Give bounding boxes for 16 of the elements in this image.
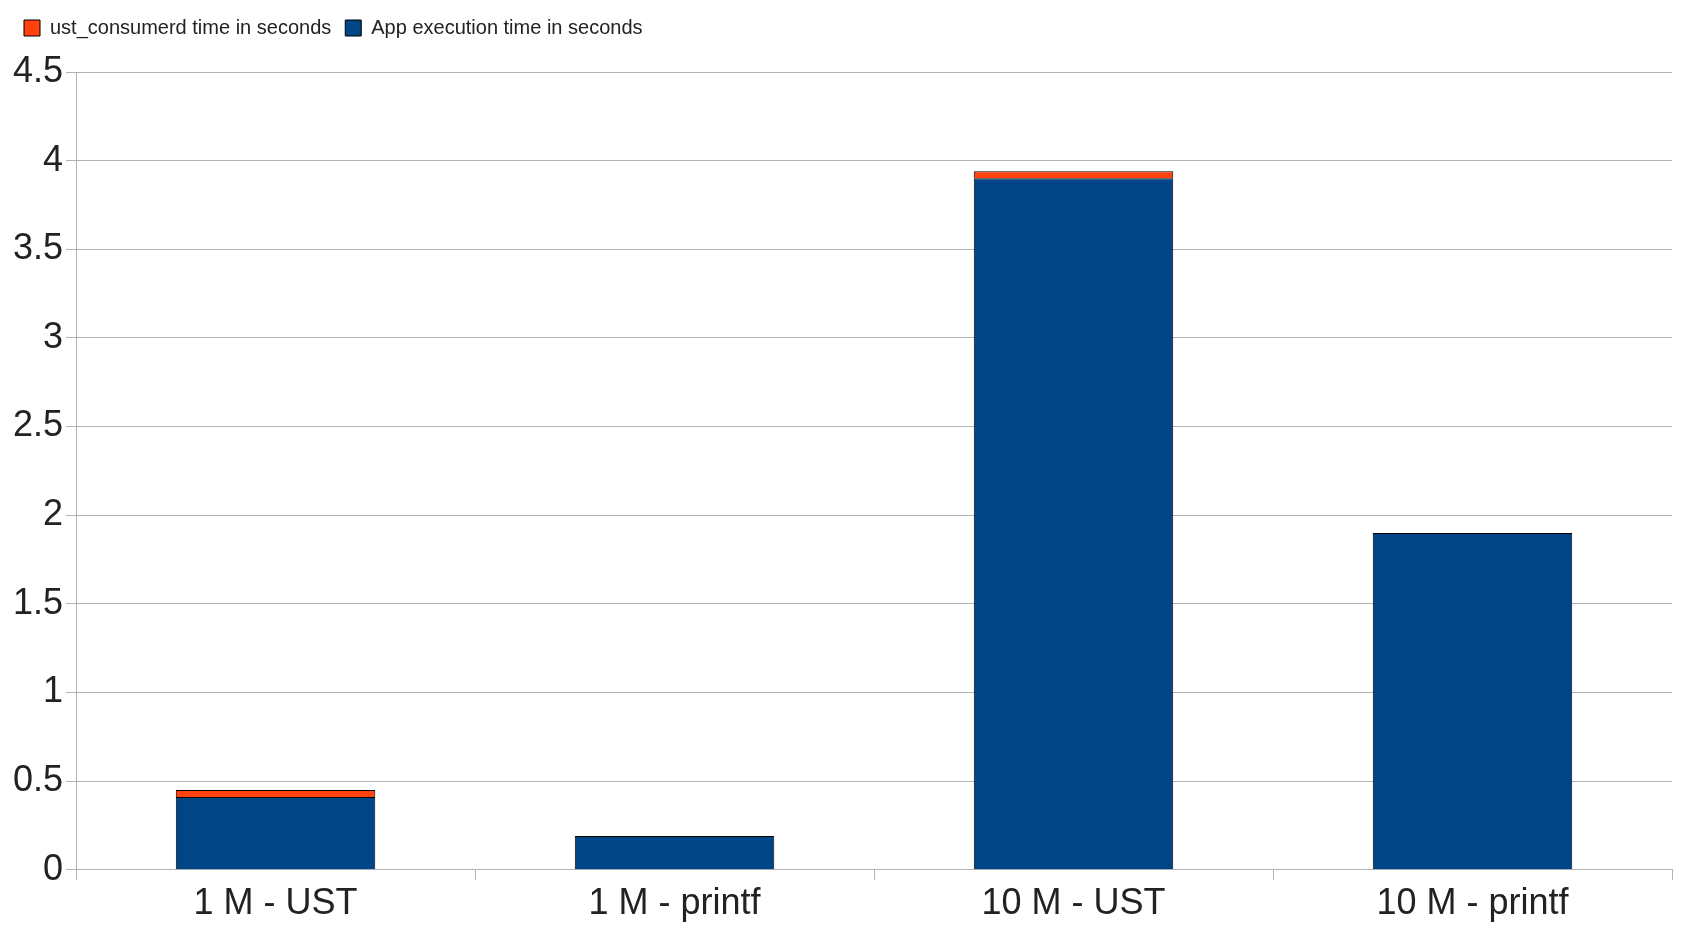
- y-tick-label: 0: [43, 846, 64, 888]
- x-tick-label: 10 M - UST: [981, 881, 1166, 923]
- x-tick-label: 1 M - printf: [588, 881, 762, 923]
- x-tick-label: 1 M - UST: [193, 881, 358, 923]
- y-tick-label: 1.5: [13, 580, 64, 622]
- legend-label: ust_consumerd time in seconds: [50, 15, 332, 39]
- y-tick-label: 0.5: [13, 758, 64, 800]
- y-tick-label: 1: [43, 669, 64, 711]
- legend-label: App execution time in seconds: [371, 15, 643, 38]
- y-tick-label: 3: [43, 314, 64, 356]
- y-tick-label: 4: [43, 137, 64, 179]
- y-tick-label: 3.5: [13, 226, 64, 268]
- y-tick-label: 2: [43, 492, 64, 534]
- x-tick-label: 10 M - printf: [1376, 881, 1570, 923]
- y-tick-label: 4.5: [13, 48, 64, 90]
- y-tick-label: 2.5: [13, 403, 64, 445]
